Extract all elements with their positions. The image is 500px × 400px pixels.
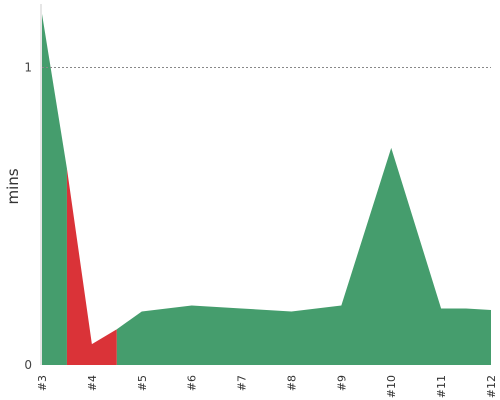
x-tick-label: #11: [435, 375, 448, 398]
x-tick-label: #10: [385, 375, 398, 398]
x-tick-label: #5: [136, 375, 149, 391]
area-segment-fail-1: [66, 168, 117, 365]
x-tick-label: #7: [236, 375, 249, 391]
x-tick: #9: [335, 375, 348, 391]
x-tick-label: #6: [186, 375, 199, 391]
x-tick: #10: [385, 375, 398, 398]
y-tick-label: 1: [24, 61, 32, 75]
x-tick: #5: [136, 375, 149, 391]
x-tick-label: #9: [335, 375, 348, 391]
x-axis-ticks: #3 #4 #5 #6 #7 #8 #9 #10 #11 #12: [36, 375, 498, 398]
y-tick-label: 0: [24, 358, 32, 372]
x-tick-label: #8: [285, 375, 298, 391]
y-axis-ticks: 01: [24, 61, 32, 373]
x-tick-label: #4: [86, 375, 99, 391]
x-tick: #4: [86, 375, 99, 391]
y-axis-title: mins: [4, 168, 22, 204]
x-tick: #3: [36, 375, 49, 391]
area-segment-pass-0: [42, 13, 67, 365]
x-tick-label: #3: [36, 375, 49, 391]
area-segment-pass-2: [116, 147, 491, 365]
x-tick: #8: [285, 375, 298, 391]
x-tick-label: #12: [485, 375, 498, 398]
x-tick: #11: [435, 375, 448, 398]
x-tick: #7: [236, 375, 249, 391]
x-tick: #6: [186, 375, 199, 391]
area-segments: [42, 13, 491, 365]
x-tick: #12: [485, 375, 498, 398]
